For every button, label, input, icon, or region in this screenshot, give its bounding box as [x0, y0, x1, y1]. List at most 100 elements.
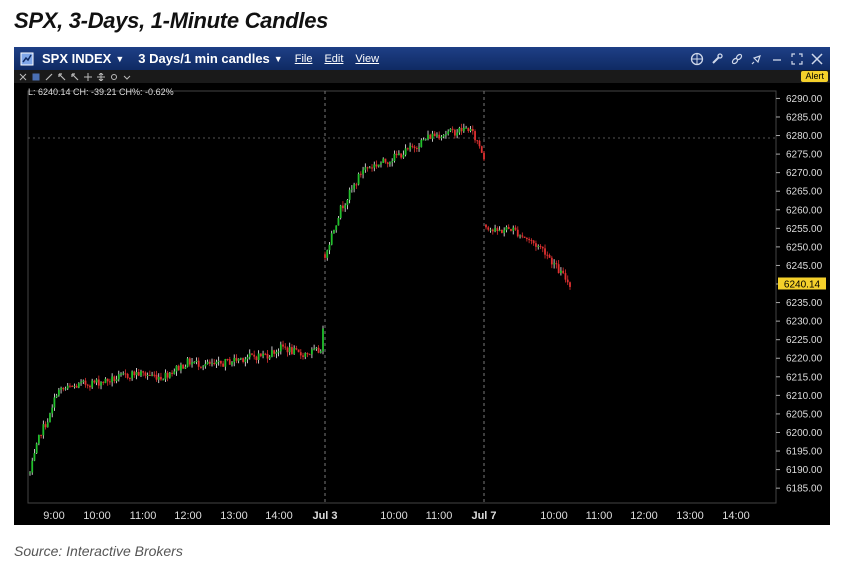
move-icon[interactable]: [97, 71, 105, 82]
globe-icon[interactable]: [690, 52, 704, 66]
collapse-icon[interactable]: [19, 73, 27, 81]
candle-body: [353, 184, 356, 189]
candle-body: [555, 263, 558, 265]
x-tick-label: 11:00: [130, 510, 157, 522]
x-tick-label: 11:00: [426, 510, 453, 522]
candle-body: [62, 387, 65, 390]
y-tick-label: 6285.00: [786, 112, 823, 123]
candle-body: [217, 360, 220, 362]
candle-body: [53, 397, 56, 408]
candle-body: [142, 371, 145, 373]
candle-body: [75, 385, 78, 388]
pin-icon[interactable]: [750, 52, 764, 66]
candle-body: [262, 353, 264, 357]
candle-body: [438, 134, 441, 139]
grid-chart-icon[interactable]: [14, 47, 34, 70]
menu-file[interactable]: File: [294, 52, 313, 65]
candle-body: [350, 188, 353, 190]
candle-body: [422, 139, 425, 141]
x-tick-label: 14:00: [722, 510, 750, 522]
candle-body: [31, 460, 34, 473]
candle-body: [279, 344, 282, 352]
candle-body: [164, 372, 167, 380]
candle-body: [467, 127, 470, 132]
x-tick-label: Jul 3: [312, 510, 337, 522]
candle-body: [337, 217, 340, 226]
candle-body: [71, 386, 74, 388]
candle-body: [55, 395, 58, 398]
candle-body: [313, 348, 316, 350]
wrench-icon[interactable]: [710, 52, 724, 66]
candle-body: [400, 153, 403, 158]
chevron-down-icon[interactable]: [123, 73, 131, 81]
period-selector[interactable]: 3 Days/1 min candles ▼: [138, 47, 282, 70]
candle-body: [215, 361, 218, 365]
candle-body: [366, 167, 369, 169]
candle-body: [97, 379, 100, 386]
chart-toolbar: SPX INDEX ▼ 3 Days/1 min candles ▼ File …: [14, 47, 830, 70]
y-tick-label: 6235.00: [786, 298, 823, 309]
candle-body: [557, 264, 560, 274]
candle-body: [231, 362, 233, 365]
candle-body: [447, 131, 450, 135]
candle-body: [51, 407, 54, 414]
candle-body: [251, 353, 253, 355]
candle-body: [242, 358, 244, 362]
candle-body: [73, 385, 76, 387]
maximize-icon[interactable]: [790, 52, 804, 66]
candle-body: [100, 382, 102, 386]
candle-body: [91, 380, 94, 388]
symbol-label: SPX INDEX: [42, 51, 112, 66]
candle-body: [151, 374, 153, 376]
candle-body: [277, 351, 280, 353]
menu-view[interactable]: View: [355, 52, 380, 65]
candle-body: [505, 227, 508, 231]
candle-body: [530, 240, 533, 242]
candle-body: [102, 382, 105, 384]
alert-button[interactable]: Alert: [801, 71, 828, 82]
candle-body: [541, 246, 544, 249]
minimize-icon[interactable]: [770, 52, 784, 66]
candle-body: [474, 131, 476, 141]
candle-body: [124, 373, 127, 375]
candle-body: [564, 273, 567, 280]
symbol-selector[interactable]: SPX INDEX ▼: [42, 47, 124, 70]
candle-body: [177, 365, 180, 371]
x-tick-label: 10:00: [540, 510, 568, 522]
candle-body: [49, 413, 51, 423]
y-tick-label: 6220.00: [786, 354, 823, 365]
candle-body: [89, 385, 91, 388]
candle-body: [362, 169, 364, 175]
candle-body: [131, 371, 134, 379]
candle-body: [364, 167, 367, 170]
link-icon[interactable]: [730, 52, 744, 66]
crosshair-icon[interactable]: [84, 72, 92, 81]
candle-body: [483, 152, 485, 160]
candle-body: [64, 388, 67, 390]
source-note: Source: Interactive Brokers: [14, 543, 183, 559]
candle-body: [537, 245, 540, 247]
menu-edit[interactable]: Edit: [324, 52, 344, 65]
candle-body: [268, 356, 271, 359]
candle-body: [171, 372, 173, 374]
y-tick-label: 6225.00: [786, 335, 823, 346]
candle-body: [273, 350, 276, 354]
candle-body: [491, 229, 494, 232]
candle-body: [462, 127, 465, 132]
close-icon[interactable]: [810, 52, 824, 66]
y-tick-label: 6205.00: [786, 409, 823, 420]
candle-body: [406, 148, 409, 150]
candle-body: [291, 347, 293, 354]
chevron-down-icon: ▼: [115, 53, 125, 64]
candle-body: [480, 146, 483, 153]
line-tool-icon[interactable]: [45, 73, 53, 81]
bar-chart-icon[interactable]: [32, 73, 40, 81]
candle-body: [415, 147, 418, 149]
x-tick-label: 10:00: [380, 510, 408, 522]
settings-icon[interactable]: [110, 73, 118, 81]
arrow-tool-icon[interactable]: [58, 72, 66, 81]
chart-window: SPX INDEX ▼ 3 Days/1 min candles ▼ File …: [14, 47, 830, 525]
candle-body: [546, 254, 549, 256]
candle-body: [521, 235, 524, 237]
pointer-tool-icon[interactable]: [71, 72, 79, 81]
